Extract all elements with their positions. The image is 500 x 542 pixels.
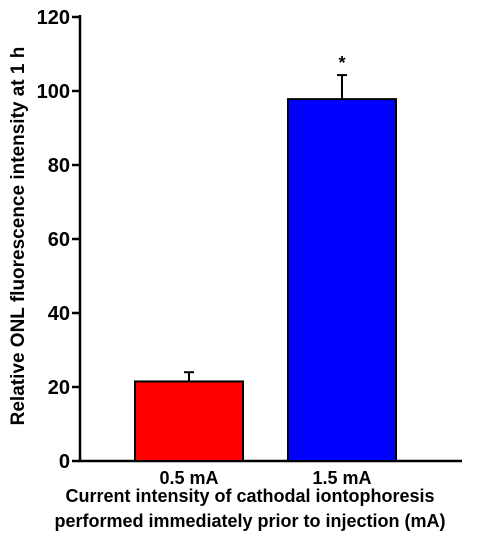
y-tick-label: 100 [37, 81, 70, 103]
x-tick-label: 1.5 mA [312, 468, 371, 488]
x-axis-title-line-1: Current intensity of cathodal iontophore… [65, 486, 434, 506]
y-tick-label: 120 [37, 7, 70, 29]
x-axis-title-line-2: performed immediately prior to injection… [54, 511, 445, 531]
significance-marker: * [338, 53, 345, 73]
y-tick-label: 0 [59, 451, 70, 473]
y-axis-title: Relative ONL fluorescence intensity at 1… [8, 47, 29, 426]
x-tick-label: 0.5 mA [159, 468, 218, 488]
y-tick-label: 20 [48, 377, 70, 399]
y-tick-label: 40 [48, 303, 70, 325]
bar [287, 98, 397, 462]
y-tick-label: 80 [48, 155, 70, 177]
bar [134, 380, 244, 463]
y-tick-label: 60 [48, 229, 70, 251]
